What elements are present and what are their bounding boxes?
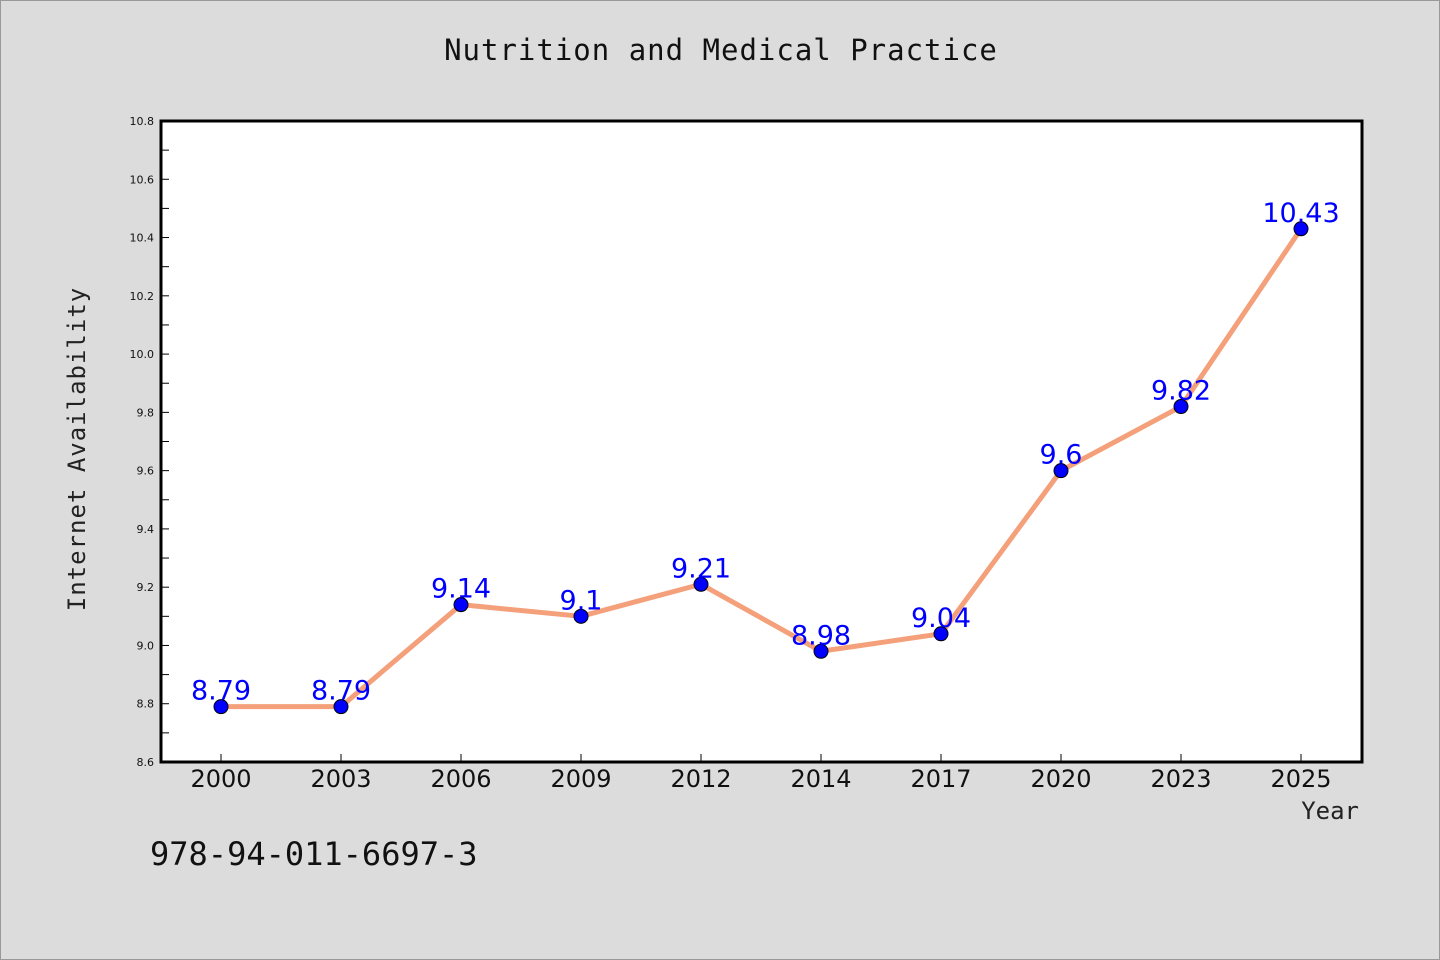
x-tick-label: 2023 xyxy=(1150,765,1211,793)
data-point xyxy=(213,699,229,715)
x-tick-label: 2009 xyxy=(550,765,611,793)
x-tick-label: 2000 xyxy=(190,765,251,793)
y-tick-label: 9.6 xyxy=(137,465,155,478)
x-tick-label: 2017 xyxy=(910,765,971,793)
data-label: 9.82 xyxy=(1151,376,1211,407)
data-point xyxy=(1053,463,1069,479)
y-tick-label: 8.6 xyxy=(137,756,155,769)
data-label: 10.43 xyxy=(1262,198,1339,229)
series-line xyxy=(221,227,1304,710)
data-point xyxy=(1173,399,1189,415)
y-tick-label: 10.6 xyxy=(130,173,155,186)
data-point xyxy=(453,597,469,613)
data-label: 9.21 xyxy=(671,553,731,584)
x-tick-label: 2020 xyxy=(1030,765,1091,793)
data-label: 9.14 xyxy=(431,574,491,605)
y-tick-label: 10.2 xyxy=(130,290,155,303)
data-points xyxy=(213,221,1309,715)
data-label: 8.98 xyxy=(791,620,851,651)
y-tick-label: 9.8 xyxy=(137,406,155,419)
data-point xyxy=(693,576,709,592)
y-tick-label: 10.4 xyxy=(130,232,155,245)
data-point xyxy=(813,643,829,659)
x-tick-label: 2003 xyxy=(310,765,371,793)
data-label: 8.79 xyxy=(191,676,251,707)
y-tick-label: 9.0 xyxy=(137,639,155,652)
data-point xyxy=(573,608,589,624)
y-tick-label: 9.4 xyxy=(137,523,155,536)
plot-area xyxy=(161,121,1362,762)
plot-frame xyxy=(159,119,1364,764)
y-tick-label: 9.2 xyxy=(137,581,155,594)
isbn-text: 978-94-011-6697-3 xyxy=(150,835,478,873)
data-point xyxy=(933,626,949,642)
data-point xyxy=(1293,221,1309,237)
x-axis: 2000 2003 2006 2009 2012 2014 2017 2020 2023 2025 xyxy=(190,754,1332,793)
x-tick-label: 2025 xyxy=(1270,765,1331,793)
data-label: 9.1 xyxy=(560,585,603,616)
data-label: 9.6 xyxy=(1040,440,1083,471)
data-label: 9.04 xyxy=(911,603,971,634)
data-point xyxy=(333,699,349,715)
y-tick-label: 8.8 xyxy=(137,698,155,711)
chart-title: Nutrition and Medical Practice xyxy=(444,33,998,67)
x-tick-label: 2006 xyxy=(430,765,491,793)
data-labels: 8.79 8.79 9.14 9.1 9.21 8.98 9.04 9.6 9.82 10.43 xyxy=(191,198,1340,707)
x-tick-label: 2012 xyxy=(670,765,731,793)
y-tick-label: 10.8 xyxy=(130,115,155,128)
y-tick-label: 10.0 xyxy=(130,348,155,361)
data-label: 8.79 xyxy=(311,676,371,707)
x-tick-label: 2014 xyxy=(790,765,851,793)
x-axis-label: Year xyxy=(1301,797,1359,825)
